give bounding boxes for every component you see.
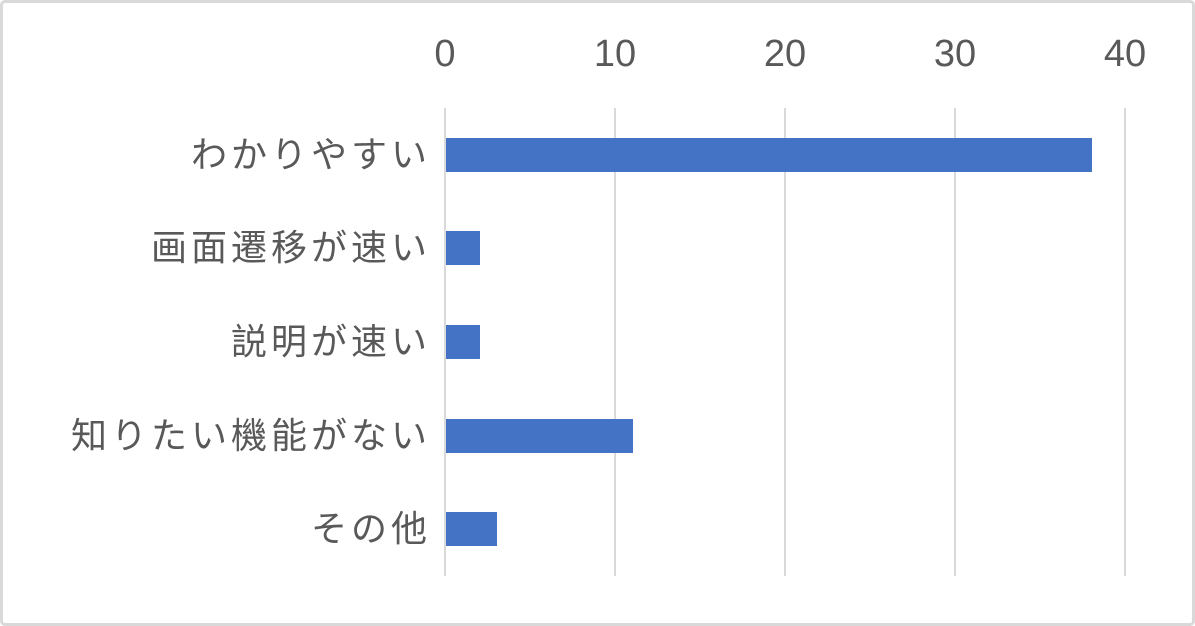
- x-axis-tick-label-40: 40: [1103, 33, 1147, 75]
- category-label-4: その他: [310, 508, 431, 550]
- bar-4: [446, 512, 497, 547]
- x-axis-tick-label-20: 20: [763, 33, 807, 75]
- gridline-20: [784, 108, 786, 576]
- gridline-10: [614, 108, 616, 576]
- bar-2: [446, 325, 480, 359]
- category-label-0: わかりやすい: [190, 133, 431, 175]
- bar-0: [446, 137, 1092, 172]
- category-label-3: 知りたい機能がない: [70, 414, 431, 456]
- bar-3: [446, 418, 633, 453]
- x-axis-tick-label-30: 30: [933, 33, 977, 75]
- gridline-40: [1124, 108, 1126, 576]
- category-label-2: 説明が速い: [230, 321, 431, 362]
- x-axis-tick-label-0: 0: [434, 33, 456, 75]
- gridline-30: [954, 108, 956, 576]
- category-label-1: 画面遷移が速い: [150, 227, 431, 269]
- value-axis-line: [444, 108, 446, 576]
- bar-1: [446, 231, 480, 266]
- x-axis-tick-label-10: 10: [593, 33, 637, 75]
